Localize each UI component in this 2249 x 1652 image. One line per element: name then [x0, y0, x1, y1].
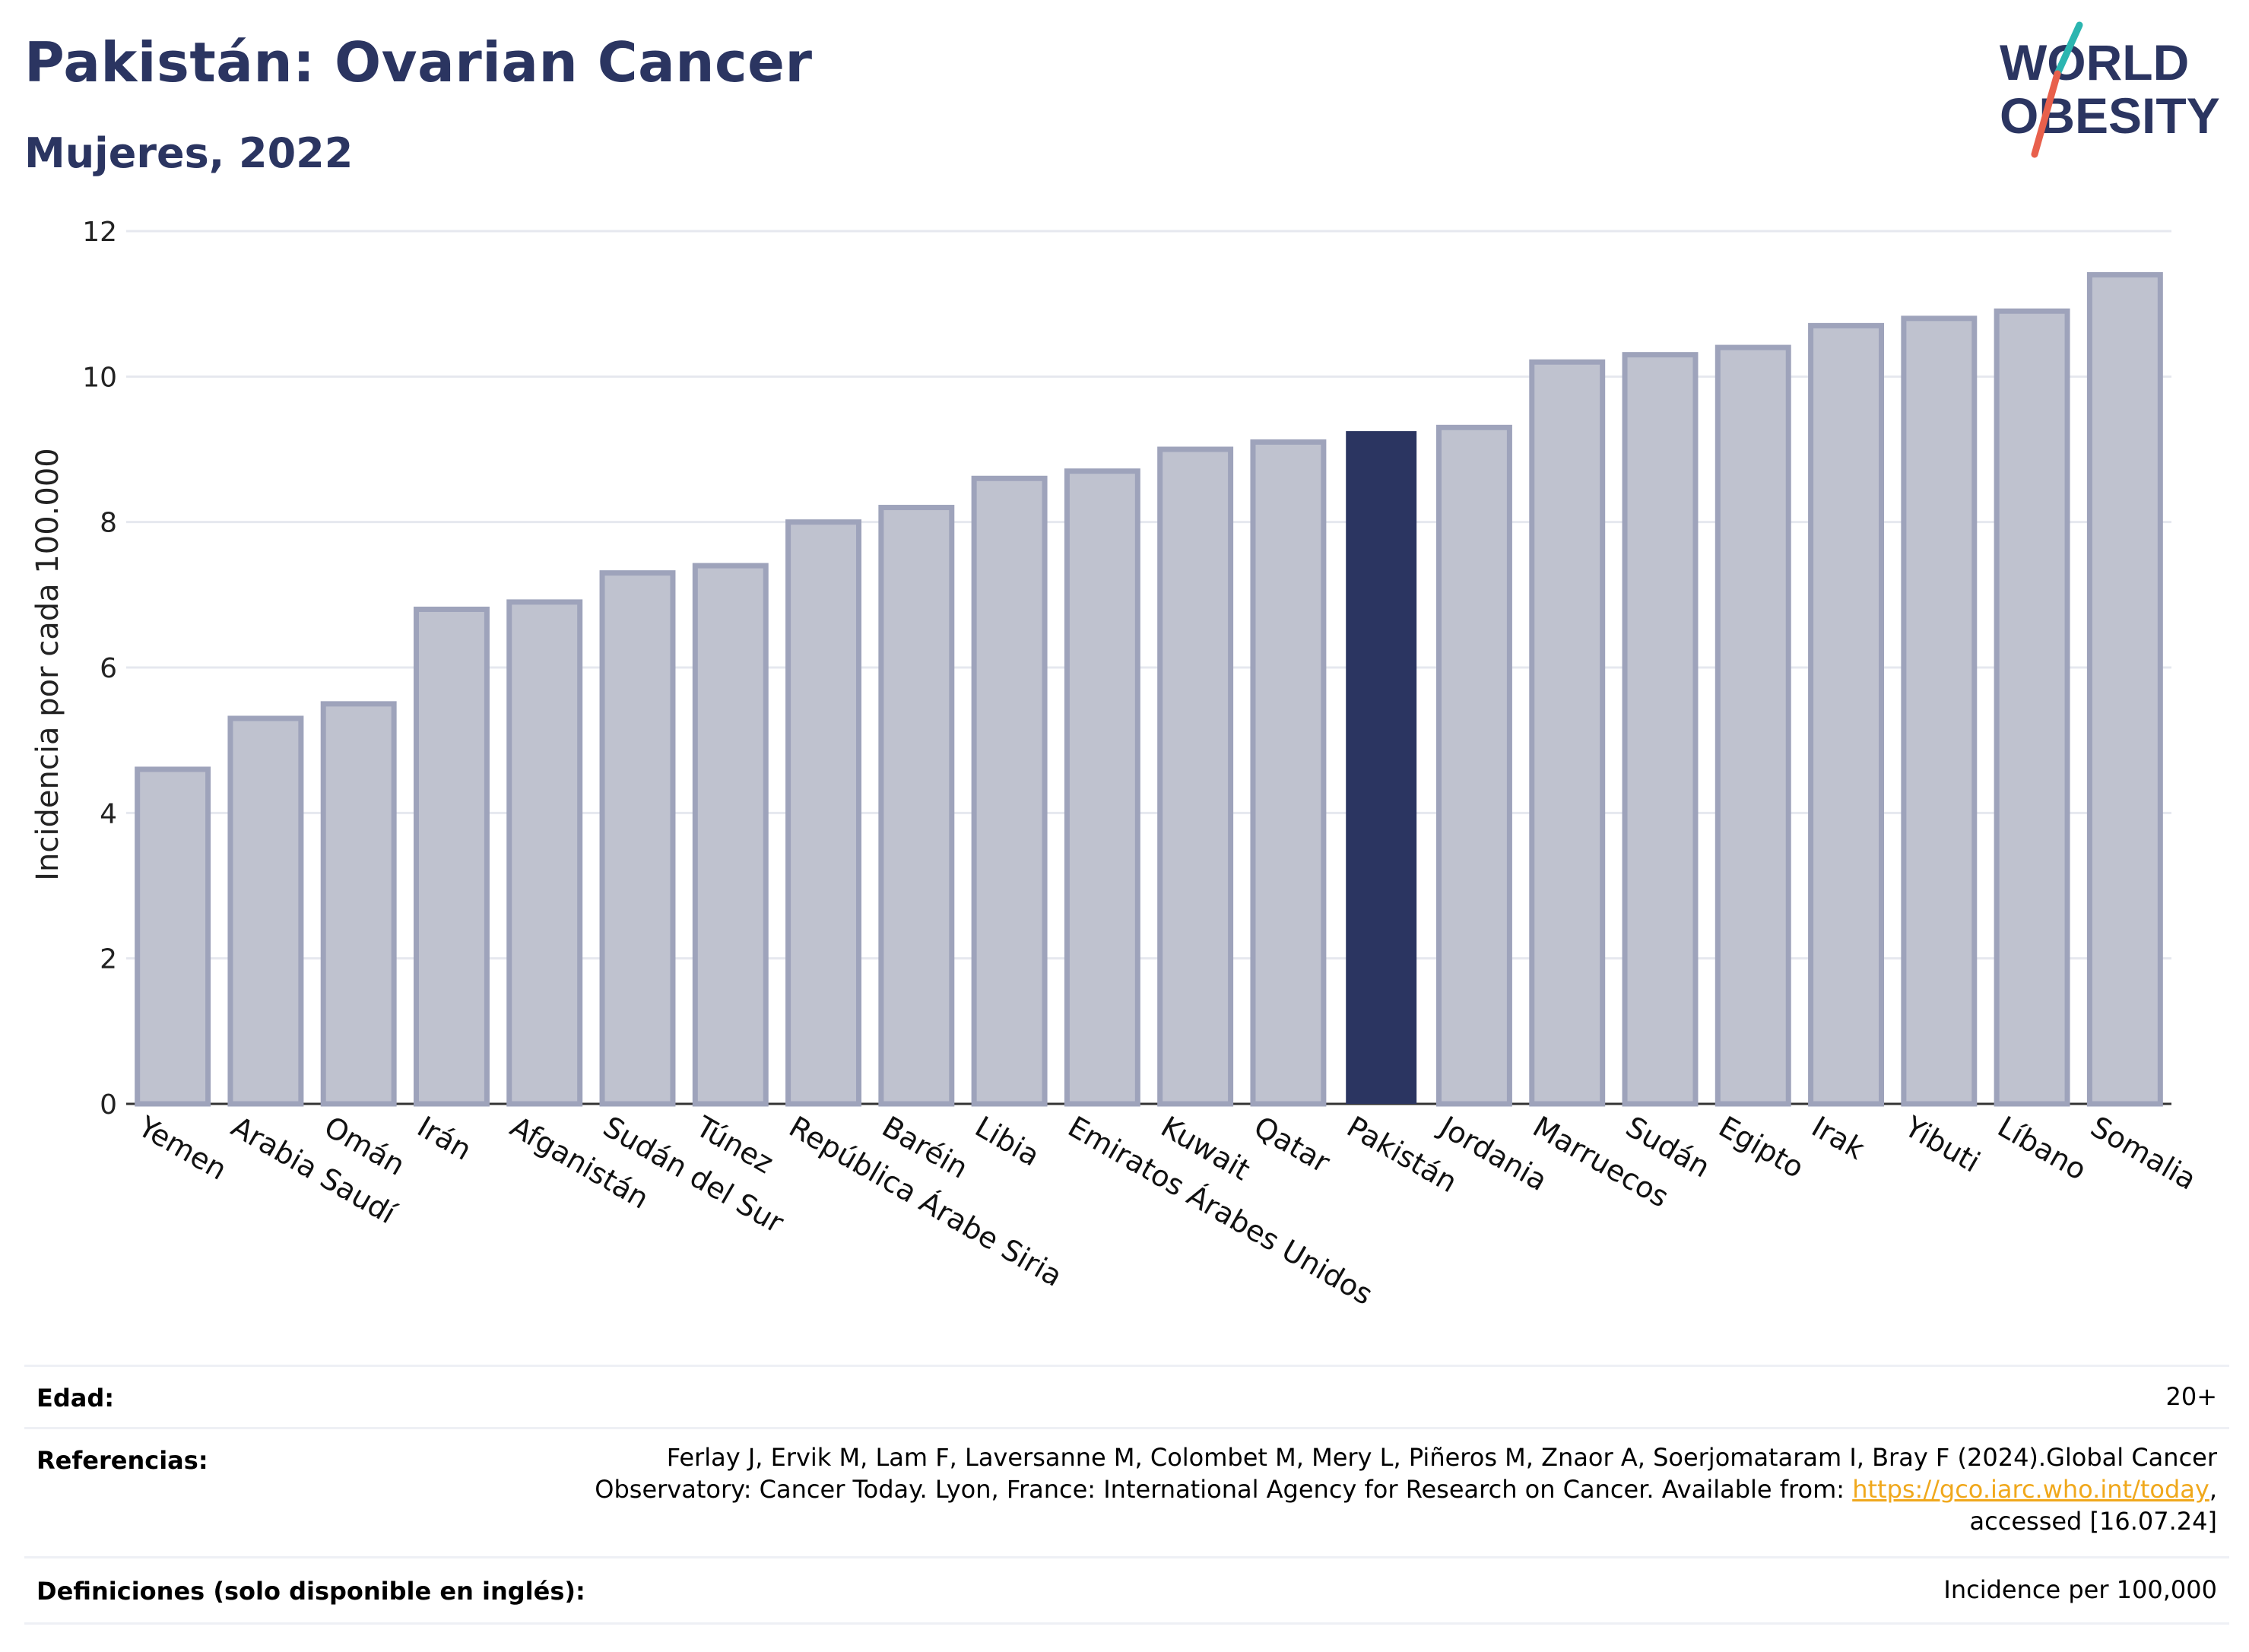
- x-tick-label: Qatar: [1248, 1110, 1336, 1180]
- x-tick-label: Libia: [969, 1110, 1045, 1173]
- y-tick-label: 12: [82, 217, 117, 248]
- y-tick-label: 4: [100, 798, 117, 829]
- bar-baréin: [878, 505, 955, 1107]
- bar-yemen: [135, 766, 211, 1107]
- bar-afganistán: [506, 599, 583, 1107]
- bar-somalia: [2086, 271, 2163, 1107]
- bar-líbano: [1994, 308, 2070, 1107]
- references-link[interactable]: https://gco.iarc.who.int/today: [1852, 1475, 2209, 1504]
- references-line2-text: Observatory: Cancer Today. Lyon, France:…: [595, 1475, 1853, 1504]
- bar-kuwait: [1157, 446, 1234, 1107]
- x-tick-label: Yemen: [132, 1109, 233, 1187]
- y-tick-labels: 0 2 4 6 8 10 12: [82, 217, 117, 1121]
- info-row-definitions: Definiciones (solo disponible en inglés)…: [24, 1556, 2229, 1625]
- bar-egipto: [1715, 344, 1791, 1107]
- definitions-value: Incidence per 100,000: [1943, 1575, 2217, 1604]
- x-tick-label: Irán: [411, 1110, 477, 1167]
- logo-line2: OBESITY: [2000, 87, 2220, 144]
- y-tick-label: 0: [100, 1089, 117, 1121]
- definitions-label: Definiciones (solo disponible en inglés)…: [36, 1577, 585, 1606]
- page-title: Pakistán: Ovarian Cancer: [24, 30, 813, 94]
- x-tick-label: Líbano: [1992, 1110, 2092, 1187]
- age-value: 20+: [2165, 1382, 2217, 1411]
- bar-qatar: [1250, 439, 1327, 1107]
- bar-pakistán: [1346, 431, 1417, 1104]
- info-row-references: Referencias: Ferlay J, Ervik M, Lam F, L…: [24, 1427, 2229, 1558]
- x-tick-label: Yibuti: [1898, 1109, 1986, 1179]
- bar-irán: [413, 606, 490, 1107]
- page-subtitle: Mujeres, 2022: [24, 129, 354, 177]
- age-label: Edad:: [36, 1384, 115, 1413]
- bar-marruecos: [1529, 359, 1606, 1107]
- references-line1: Ferlay J, Ervik M, Lam F, Laversanne M, …: [666, 1443, 2217, 1472]
- references-line2: Observatory: Cancer Today. Lyon, France:…: [595, 1473, 2217, 1505]
- bar-arabia-saudí: [227, 715, 304, 1107]
- bar-emiratos-árabes-unidos: [1064, 468, 1140, 1107]
- y-tick-label: 2: [100, 944, 117, 975]
- world-obesity-logo: WORLD OBESITY: [2000, 21, 2220, 158]
- references-line2-end: ,: [2209, 1475, 2217, 1504]
- bar-sudán: [1622, 352, 1699, 1107]
- bar-yibuti: [1901, 315, 1978, 1107]
- y-tick-label: 6: [100, 653, 117, 684]
- y-axis-label: Incidencia por cada 100.000: [30, 448, 65, 881]
- bar-república-árabe-siria: [785, 519, 862, 1107]
- references-label: Referencias:: [36, 1446, 208, 1475]
- bar-omán: [320, 701, 397, 1107]
- y-tick-label: 10: [82, 362, 117, 393]
- bar-túnez: [692, 563, 769, 1107]
- bar-jordania: [1435, 424, 1512, 1107]
- references-value: Ferlay J, Ervik M, Lam F, Laversanne M, …: [595, 1441, 2217, 1537]
- x-tick-label: Irak: [1806, 1110, 1870, 1166]
- x-tick-label: Somalia: [2085, 1110, 2202, 1197]
- y-tick-label: 8: [100, 508, 117, 539]
- bar-irak: [1808, 322, 1885, 1107]
- bar-libia: [971, 475, 1048, 1107]
- references-line3: accessed [16.07.24]: [1969, 1507, 2217, 1536]
- x-tick-label: Egipto: [1713, 1110, 1810, 1185]
- info-row-age: Edad: 20+: [24, 1365, 2229, 1429]
- bar-sudán-del-sur: [599, 570, 676, 1107]
- bars: [135, 271, 2163, 1107]
- logo-line1: WORLD: [2000, 34, 2189, 90]
